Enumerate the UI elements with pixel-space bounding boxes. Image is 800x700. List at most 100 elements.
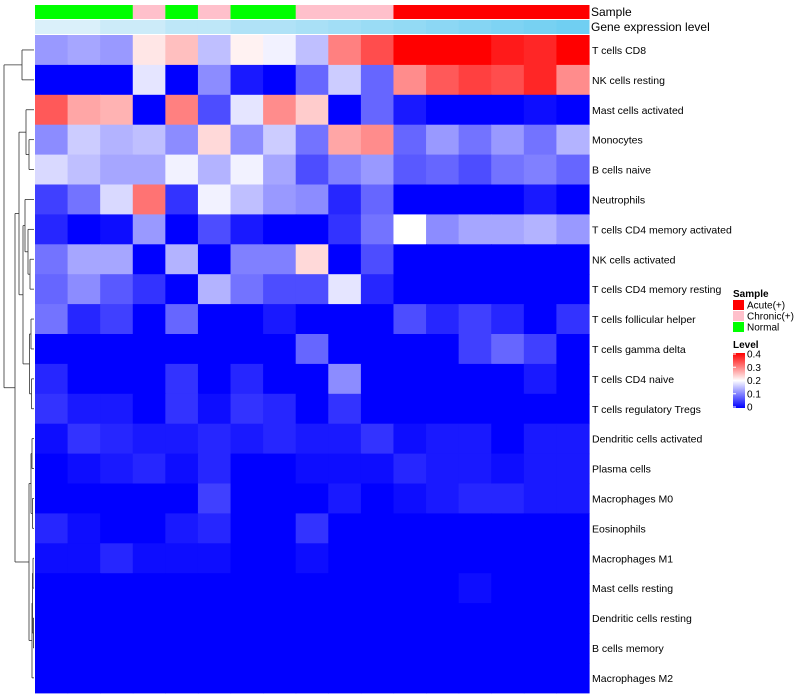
row-label: NK cells resting: [592, 75, 665, 87]
heatmap-cell: [458, 334, 492, 365]
heatmap-cell: [295, 304, 329, 335]
heatmap-cell: [67, 304, 101, 335]
heatmap-cell: [197, 64, 232, 96]
heatmap-cell: [523, 393, 558, 425]
gene-annotation-cell: [197, 20, 232, 34]
row-label: Eosinophils: [592, 523, 646, 535]
heatmap-cell: [556, 154, 590, 186]
heatmap-cell: [523, 363, 558, 395]
heatmap-cell: [491, 184, 525, 215]
heatmap-cell: [523, 184, 558, 215]
heatmap-cell: [67, 393, 101, 425]
heatmap-cell: [491, 573, 525, 604]
heatmap-cell: [67, 334, 101, 365]
heatmap-cell: [100, 214, 134, 245]
heatmap-cell: [100, 154, 134, 186]
heatmap-cell: [523, 244, 558, 275]
heatmap-cell: [491, 453, 525, 485]
heatmap-cell: [556, 363, 590, 395]
heatmap-cell: [100, 393, 134, 425]
heatmap-cell: [197, 423, 232, 455]
heatmap-cell: [523, 423, 558, 455]
legend-sample-swatch: [733, 300, 744, 310]
heatmap-cell: [458, 274, 492, 305]
heatmap-cell: [132, 64, 166, 96]
heatmap-cell: [491, 423, 525, 455]
heatmap-cell: [393, 662, 427, 694]
heatmap-cell: [67, 94, 101, 126]
heatmap-cell: [295, 423, 329, 455]
legend-level-tick-label: 0: [747, 403, 753, 414]
heatmap-cell: [556, 423, 590, 455]
heatmap-cell: [360, 453, 395, 485]
heatmap-cell: [523, 214, 558, 245]
heatmap-cell: [295, 393, 329, 425]
heatmap-cell: [393, 184, 427, 215]
row-label: Dendritic cells activated: [592, 434, 702, 446]
heatmap-cell: [458, 304, 492, 335]
heatmap-cell: [328, 94, 362, 126]
heatmap-cell: [458, 35, 492, 66]
heatmap-cell: [35, 184, 69, 215]
heatmap-cell: [328, 363, 362, 395]
heatmap-cell: [295, 274, 329, 305]
heatmap-cell: [360, 94, 395, 126]
heatmap-cell: [295, 483, 329, 514]
heatmap-cell: [230, 603, 264, 634]
heatmap-cell: [491, 363, 525, 395]
heatmap-cell: [230, 214, 264, 245]
heatmap-cell: [393, 94, 427, 126]
heatmap-cell: [393, 35, 427, 66]
heatmap-cell: [393, 214, 427, 245]
heatmap-cell: [165, 633, 199, 664]
heatmap-cell: [556, 453, 590, 485]
heatmap-cell: [100, 64, 134, 96]
heatmap-cell: [360, 662, 395, 694]
gene-annotation-cell: [35, 20, 69, 34]
heatmap-cell: [360, 543, 395, 574]
heatmap-cell: [197, 244, 232, 275]
heatmap-cell: [132, 304, 166, 335]
heatmap-cell: [328, 244, 362, 275]
heatmap-cell: [165, 64, 199, 96]
heatmap-cell: [263, 64, 297, 96]
legend-sample-title: Sample: [733, 289, 769, 300]
heatmap-cell: [295, 543, 329, 574]
heatmap-cell: [556, 513, 590, 544]
row-label: B cells memory: [592, 643, 665, 655]
heatmap-cell: [295, 603, 329, 634]
heatmap-cell: [360, 334, 395, 365]
legend-sample-label: Acute(+): [747, 301, 785, 312]
legend-level-tick-label: 0.1: [747, 389, 761, 400]
sample-annotation-cell: [67, 5, 101, 19]
heatmap-cell: [426, 64, 460, 96]
heatmap-cell: [295, 35, 329, 66]
heatmap-cell: [556, 94, 590, 126]
heatmap-cell: [263, 363, 297, 395]
heatmap-cell: [230, 94, 264, 126]
heatmap-cell: [328, 483, 362, 514]
heatmap-cell: [67, 483, 101, 514]
heatmap-cell: [426, 94, 460, 126]
sample-annotation-cell: [426, 5, 460, 19]
heatmap-cell: [263, 334, 297, 365]
heatmap-cell: [360, 573, 395, 604]
heatmap-cell: [165, 543, 199, 574]
heatmap-cell: [328, 423, 362, 455]
heatmap-cell: [100, 543, 134, 574]
heatmap-cell: [263, 184, 297, 215]
heatmap-cell: [132, 543, 166, 574]
heatmap-cell: [328, 274, 362, 305]
heatmap-cell: [295, 633, 329, 664]
row-label: Mast cells resting: [592, 583, 673, 595]
heatmap-cell: [556, 304, 590, 335]
heatmap-cell: [67, 513, 101, 544]
heatmap-cell: [263, 423, 297, 455]
heatmap-cell: [523, 543, 558, 574]
heatmap-cell: [426, 543, 460, 574]
heatmap-cell: [35, 244, 69, 275]
heatmap-cell: [458, 573, 492, 604]
heatmap-cell: [263, 393, 297, 425]
legend-sample-swatch: [733, 322, 744, 332]
heatmap-cell: [556, 274, 590, 305]
